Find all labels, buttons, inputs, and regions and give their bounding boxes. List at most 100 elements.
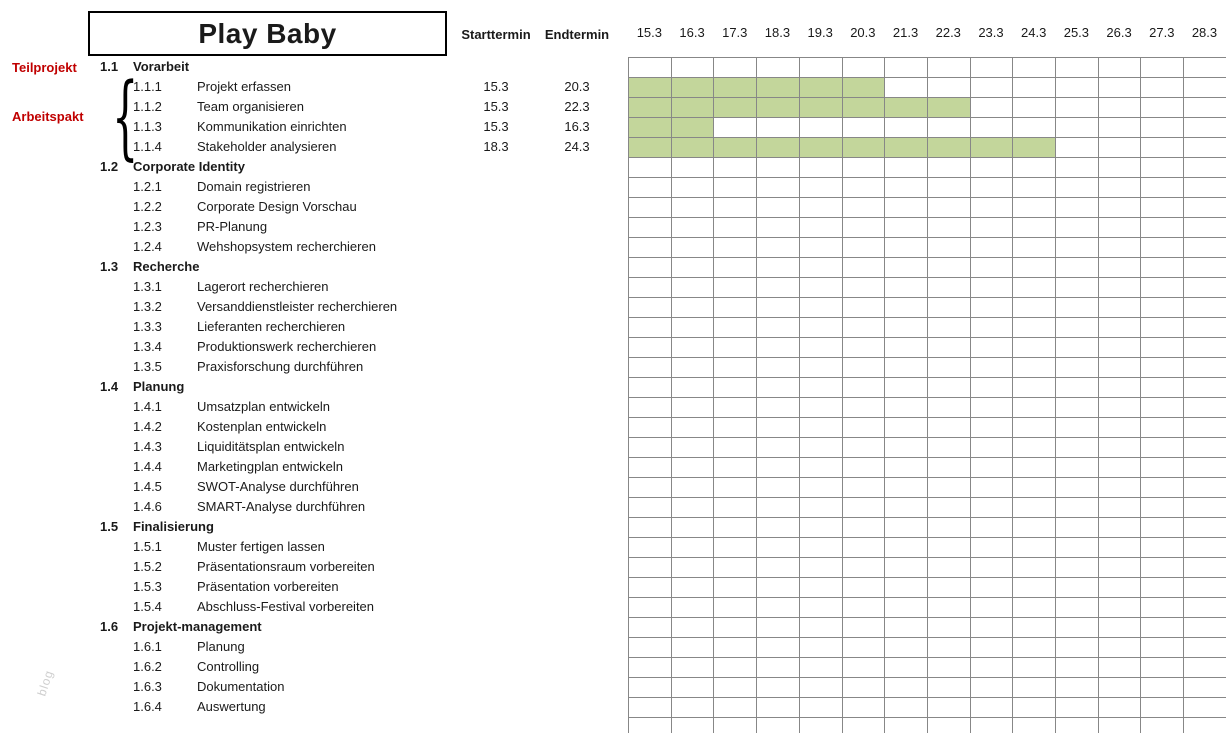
grid-cell[interactable] (1098, 358, 1142, 378)
grid-cell[interactable] (799, 538, 843, 558)
grid-cell[interactable] (1184, 78, 1226, 98)
grid-cell[interactable] (1013, 478, 1057, 498)
grid-cell[interactable] (1013, 118, 1057, 138)
grid-cell[interactable] (629, 558, 672, 578)
gantt-bar-cell[interactable] (927, 98, 971, 118)
grid-cell[interactable] (842, 318, 886, 338)
grid-cell[interactable] (799, 58, 843, 78)
grid-cell[interactable] (842, 338, 886, 358)
grid-cell[interactable] (629, 318, 672, 338)
grid-cell[interactable] (629, 58, 672, 78)
grid-cell[interactable] (1141, 378, 1185, 398)
grid-cell[interactable] (970, 118, 1014, 138)
grid-cell[interactable] (1013, 78, 1057, 98)
task-label-cell[interactable]: PR-Planung (197, 219, 268, 234)
task-id-cell[interactable]: 1.2.3 (133, 219, 162, 234)
task-end-cell[interactable]: 20.3 (564, 79, 590, 94)
grid-cell[interactable] (714, 658, 758, 678)
task-id-cell[interactable]: 1.4.2 (133, 419, 162, 434)
grid-cell[interactable] (1056, 178, 1099, 198)
grid-cell[interactable] (671, 698, 715, 718)
grid-cell[interactable] (1141, 478, 1185, 498)
grid-cell[interactable] (970, 98, 1014, 118)
grid-cell[interactable] (1184, 378, 1226, 398)
date-header-cell[interactable]: 25.3 (1063, 25, 1090, 40)
grid-cell[interactable] (1184, 518, 1226, 538)
grid-cell[interactable] (671, 198, 715, 218)
grid-cell[interactable] (1098, 78, 1142, 98)
grid-cell[interactable] (1184, 398, 1226, 418)
grid-cell[interactable] (1013, 698, 1057, 718)
grid-cell[interactable] (970, 238, 1014, 258)
grid-cell[interactable] (885, 378, 928, 398)
grid-cell[interactable] (1184, 338, 1226, 358)
gantt-bar-cell[interactable] (629, 98, 672, 118)
grid-cell[interactable] (757, 578, 800, 598)
grid-cell[interactable] (714, 218, 758, 238)
task-label-cell[interactable]: Liquiditätsplan entwickeln (197, 439, 345, 454)
grid-cell[interactable] (970, 618, 1014, 638)
grid-cell[interactable] (927, 698, 971, 718)
grid-cell[interactable] (1013, 378, 1057, 398)
grid-cell[interactable] (671, 258, 715, 278)
grid-cell[interactable] (1056, 498, 1099, 518)
grid-cell[interactable] (757, 158, 800, 178)
grid-cell[interactable] (970, 598, 1014, 618)
grid-cell[interactable] (799, 398, 843, 418)
task-id-cell[interactable]: 1.3.1 (133, 279, 162, 294)
date-header-cell[interactable]: 24.3 (1021, 25, 1047, 40)
grid-cell[interactable] (757, 118, 800, 138)
grid-cell[interactable] (1184, 198, 1226, 218)
task-label-cell[interactable]: Controlling (197, 659, 260, 674)
grid-cell[interactable] (757, 318, 800, 338)
grid-cell[interactable] (629, 578, 672, 598)
grid-cell[interactable] (1098, 558, 1142, 578)
grid-cell[interactable] (1184, 578, 1226, 598)
task-id-cell[interactable]: 1.4.4 (133, 459, 162, 474)
grid-cell[interactable] (927, 638, 971, 658)
grid-cell[interactable] (927, 318, 971, 338)
grid-cell[interactable] (1056, 278, 1099, 298)
grid-cell[interactable] (629, 498, 672, 518)
grid-cell[interactable] (1098, 118, 1142, 138)
grid-cell[interactable] (799, 278, 843, 298)
gantt-bar-cell[interactable] (842, 138, 886, 158)
grid-cell[interactable] (671, 58, 715, 78)
grid-cell[interactable] (671, 298, 715, 318)
grid-cell[interactable] (927, 58, 971, 78)
date-header-cell[interactable]: 21.3 (892, 25, 919, 40)
gantt-bar-cell[interactable] (842, 98, 886, 118)
grid-cell[interactable] (970, 178, 1014, 198)
grid-cell[interactable] (885, 558, 928, 578)
grid-cell[interactable] (1056, 578, 1099, 598)
gantt-bar-cell[interactable] (885, 138, 928, 158)
grid-cell[interactable] (842, 518, 886, 538)
grid-cell[interactable] (1013, 658, 1057, 678)
grid-cell[interactable] (629, 538, 672, 558)
grid-cell[interactable] (799, 478, 843, 498)
grid-cell[interactable] (629, 218, 672, 238)
grid-cell[interactable] (1141, 498, 1185, 518)
grid-cell[interactable] (1141, 278, 1185, 298)
grid-cell[interactable] (970, 158, 1014, 178)
grid-cell[interactable] (1013, 338, 1057, 358)
grid-cell[interactable] (970, 538, 1014, 558)
grid-cell[interactable] (885, 658, 928, 678)
grid-cell[interactable] (671, 398, 715, 418)
grid-cell[interactable] (1056, 418, 1099, 438)
task-id-cell[interactable]: 1.1.1 (133, 79, 162, 94)
grid-cell[interactable] (970, 338, 1014, 358)
grid-cell[interactable] (970, 678, 1014, 698)
task-id-cell[interactable]: 1.4.6 (133, 499, 162, 514)
grid-cell[interactable] (1141, 418, 1185, 438)
grid-cell[interactable] (1098, 538, 1142, 558)
grid-cell[interactable] (1184, 698, 1226, 718)
grid-cell[interactable] (1141, 58, 1185, 78)
gantt-bar-cell[interactable] (714, 138, 758, 158)
grid-cell[interactable] (757, 418, 800, 438)
grid-cell[interactable] (970, 638, 1014, 658)
grid-cell[interactable] (757, 498, 800, 518)
grid-cell[interactable] (671, 418, 715, 438)
grid-cell[interactable] (671, 638, 715, 658)
grid-cell[interactable] (1056, 518, 1099, 538)
